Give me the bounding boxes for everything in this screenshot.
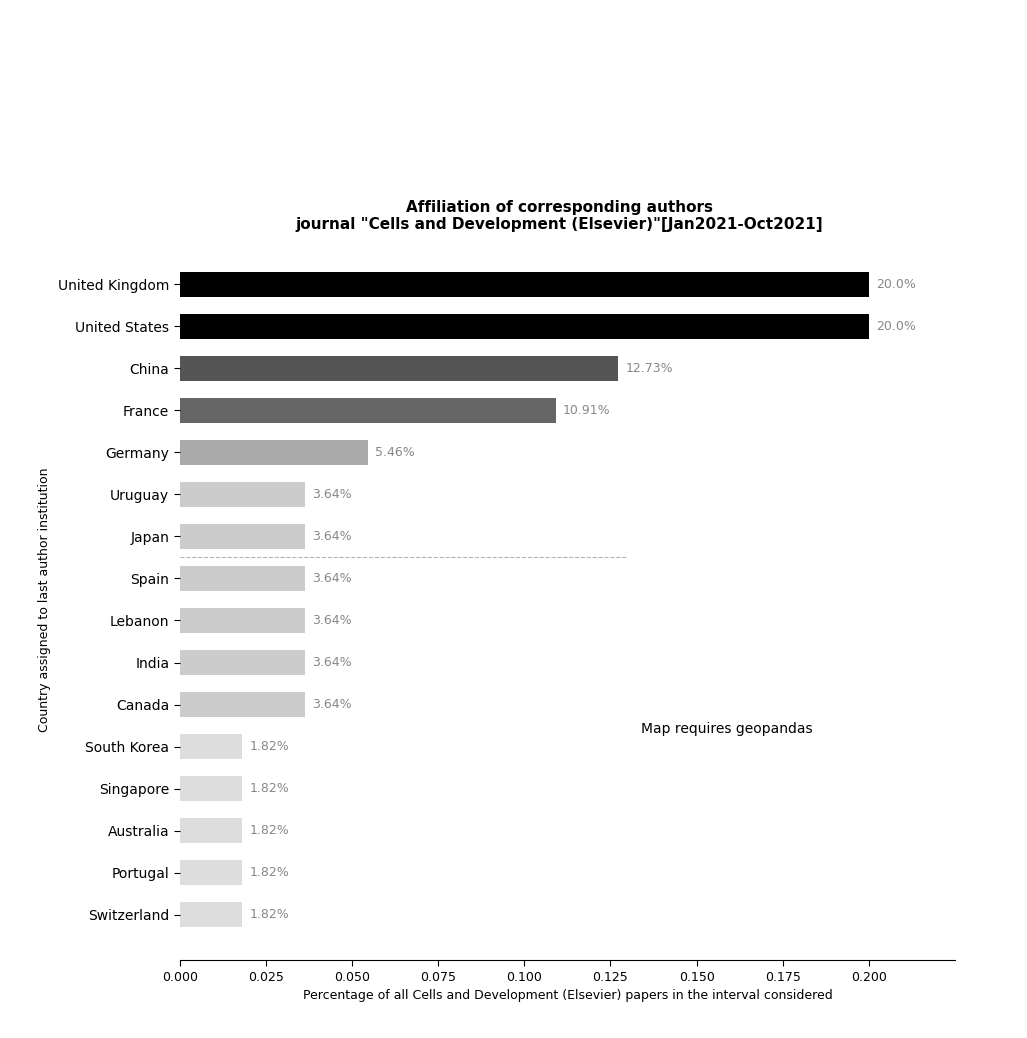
Bar xyxy=(180,398,556,422)
Text: 1.82%: 1.82% xyxy=(250,824,289,838)
Bar xyxy=(180,313,869,338)
Text: 20.0%: 20.0% xyxy=(876,320,916,333)
Text: 1.82%: 1.82% xyxy=(250,908,289,922)
Bar xyxy=(180,524,305,549)
Bar xyxy=(180,566,305,591)
Bar xyxy=(180,818,242,843)
Text: Map requires geopandas: Map requires geopandas xyxy=(641,722,812,736)
Text: 3.64%: 3.64% xyxy=(312,698,351,711)
Text: 12.73%: 12.73% xyxy=(625,361,673,375)
Bar xyxy=(180,650,305,675)
Text: Cells &: Cells & xyxy=(350,53,502,91)
Text: 10.91%: 10.91% xyxy=(563,404,610,417)
Bar xyxy=(180,692,305,717)
Text: 1.82%: 1.82% xyxy=(250,782,289,795)
Text: 1.82%: 1.82% xyxy=(250,740,289,754)
Text: Affiliation of corresponding authors: Affiliation of corresponding authors xyxy=(407,200,713,215)
Bar xyxy=(180,356,618,381)
Text: 5.46%: 5.46% xyxy=(375,445,415,459)
Bar xyxy=(180,608,305,633)
Bar xyxy=(180,861,242,885)
Text: 3.64%: 3.64% xyxy=(312,488,351,501)
Bar xyxy=(180,482,305,507)
Bar xyxy=(180,734,242,759)
Text: Development: Development xyxy=(350,119,641,157)
Text: 3.64%: 3.64% xyxy=(312,529,351,543)
Bar xyxy=(180,440,368,465)
Text: 3.64%: 3.64% xyxy=(312,613,351,627)
Bar xyxy=(180,902,242,927)
Text: journal "Cells and Development (Elsevier)"[Jan2021-Oct2021]: journal "Cells and Development (Elsevier… xyxy=(296,217,824,231)
Y-axis label: Country assigned to last author institution: Country assigned to last author institut… xyxy=(38,467,51,732)
Bar xyxy=(180,776,242,801)
Text: 1.82%: 1.82% xyxy=(250,866,289,879)
Text: 20.0%: 20.0% xyxy=(876,277,916,291)
Bar xyxy=(180,272,869,297)
Text: 3.64%: 3.64% xyxy=(312,656,351,670)
Text: 3.64%: 3.64% xyxy=(312,572,351,585)
X-axis label: Percentage of all Cells and Development (Elsevier) papers in the interval consid: Percentage of all Cells and Development … xyxy=(303,989,832,1002)
